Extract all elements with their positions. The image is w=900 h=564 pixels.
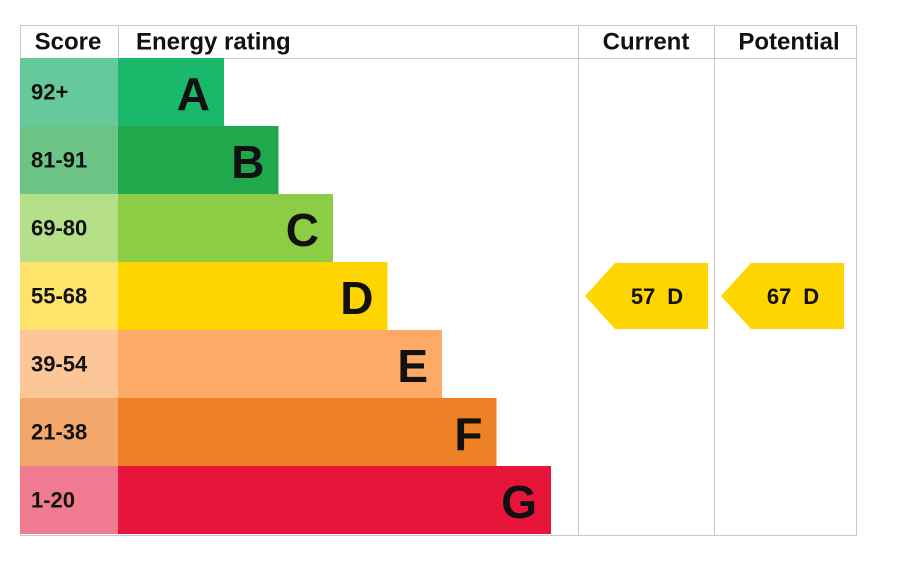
current-rating: D — [667, 284, 683, 309]
rating-letter: A — [177, 68, 210, 120]
potential-rating: D — [803, 284, 819, 309]
header-score: Score — [35, 29, 102, 56]
rating-bar — [118, 262, 388, 330]
rating-bar — [118, 194, 333, 262]
header-rating: Energy rating — [136, 29, 291, 56]
potential-score: 67 — [767, 284, 791, 309]
potential-label: 67 D — [767, 284, 819, 309]
score-label: 55-68 — [31, 284, 87, 309]
rating-letter: F — [454, 408, 482, 460]
score-label: 69-80 — [31, 216, 87, 241]
score-label: 39-54 — [31, 352, 88, 377]
score-label: 81-91 — [31, 148, 87, 173]
score-cell — [20, 194, 118, 262]
rating-letter: D — [340, 272, 373, 324]
rating-bar — [118, 58, 224, 126]
rating-bar — [118, 398, 497, 466]
current-score: 57 — [631, 284, 655, 309]
rating-letter: E — [397, 340, 428, 392]
score-cell — [20, 58, 118, 126]
score-cell — [20, 398, 118, 466]
header-potential: Potential — [738, 29, 839, 56]
header-current: Current — [603, 29, 690, 56]
score-cell — [20, 262, 118, 330]
score-label: 21-38 — [31, 420, 87, 445]
rating-bar — [118, 126, 279, 194]
current-label: 57 D — [631, 284, 683, 309]
current-arrow — [585, 263, 708, 329]
rating-letter: C — [286, 204, 319, 256]
rating-letter: G — [501, 476, 537, 528]
rating-letter: B — [231, 136, 264, 188]
score-cell — [20, 466, 118, 534]
score-label: 1-20 — [31, 488, 75, 513]
rating-bar — [118, 466, 551, 534]
rating-bar — [118, 330, 442, 398]
potential-arrow — [721, 263, 844, 329]
score-label: 92+ — [31, 80, 68, 105]
score-cell — [20, 126, 118, 194]
score-cell — [20, 330, 118, 398]
